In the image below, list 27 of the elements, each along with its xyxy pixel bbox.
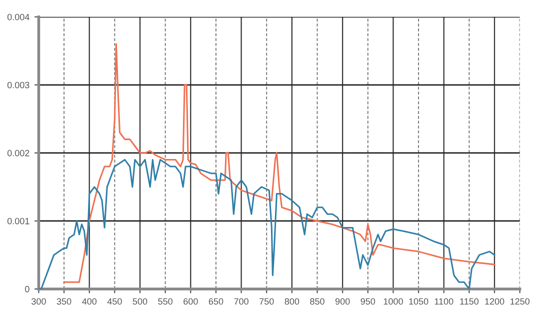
y-tick-label: 0.001 — [7, 218, 30, 224]
x-tick-label: 750 — [260, 298, 274, 305]
line-series — [38, 158, 496, 289]
x-tick-label: 850 — [310, 298, 324, 305]
x-tick-label: 600 — [184, 298, 198, 305]
x-tick-label: 300 — [32, 298, 46, 305]
y-tick-label: 0.003 — [7, 82, 30, 88]
line-series — [63, 43, 496, 283]
x-tick-label: 400 — [82, 298, 97, 305]
x-tick-label: 1050 — [409, 298, 428, 305]
x-tick-label: 450 — [107, 298, 122, 305]
x-tick-label: 900 — [335, 298, 350, 305]
y-tick-label: 0 — [25, 286, 30, 292]
x-tick-label: 700 — [234, 298, 248, 305]
x-tick-label: 1150 — [460, 298, 479, 305]
y-tick-label: 0.002 — [7, 150, 30, 156]
x-tick-label: 350 — [56, 298, 72, 305]
x-tick-label: 1200 — [485, 298, 504, 305]
x-tick-label: 1000 — [384, 298, 403, 305]
y-tick-label: 0.004 — [7, 14, 30, 20]
x-tick-label: 550 — [158, 298, 172, 305]
x-tick-label: 1250 — [510, 298, 530, 305]
x-tick-label: 650 — [208, 298, 224, 305]
x-tick-label: 1100 — [434, 298, 454, 305]
x-tick-label: 800 — [284, 298, 300, 305]
x-tick-label: 950 — [360, 298, 376, 305]
x-tick-label: 500 — [132, 298, 148, 305]
